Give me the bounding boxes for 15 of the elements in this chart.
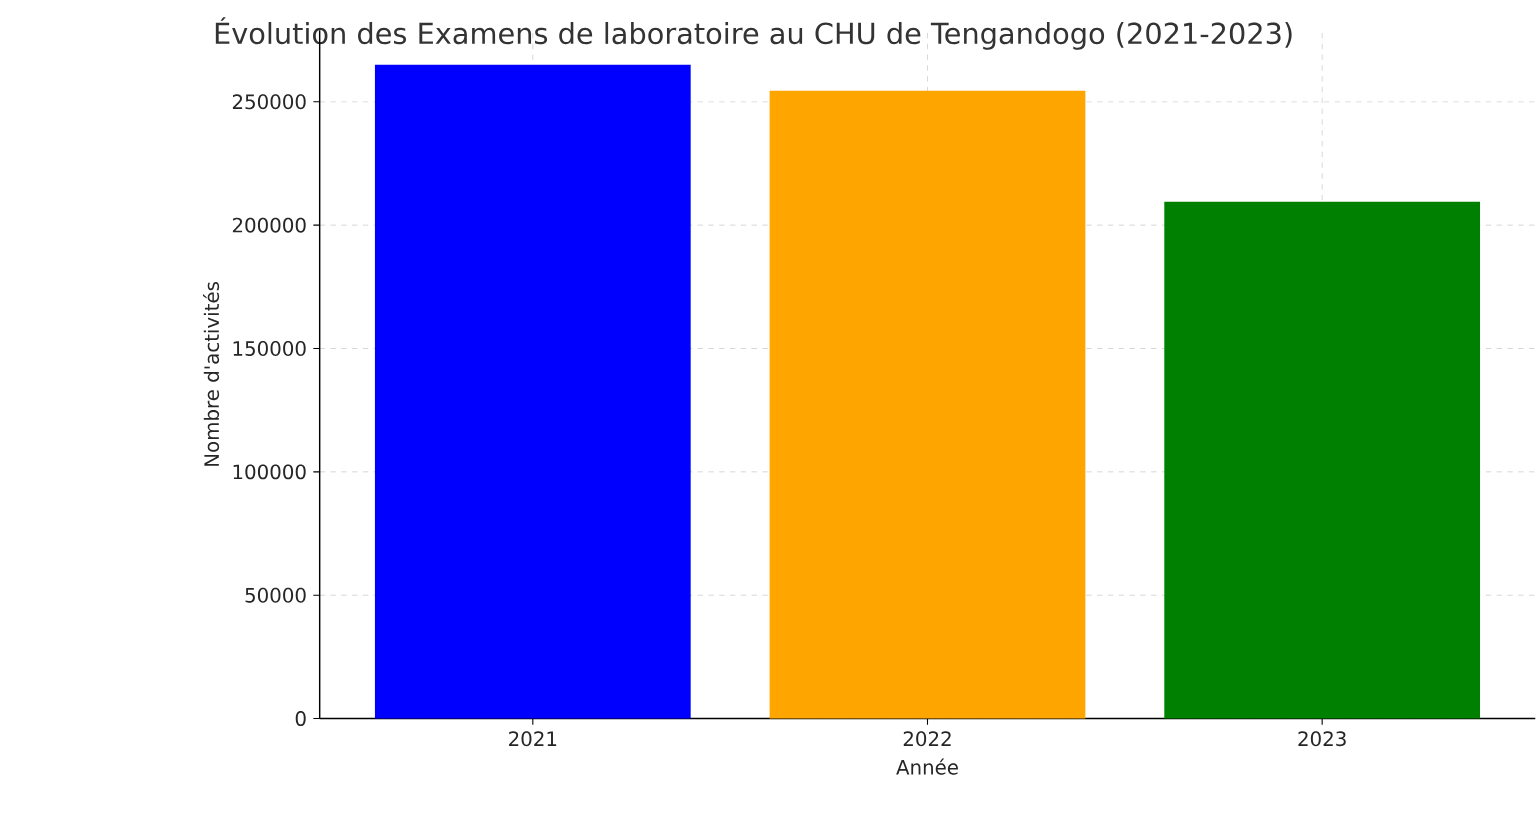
bar [1164, 201, 1481, 719]
y-tick-label: 150000 [233, 341, 306, 357]
y-axis-title: Nombre d'activités [202, 282, 220, 467]
y-tick-label: 100000 [233, 464, 306, 480]
bar [374, 64, 691, 719]
x-tick-label: 2021 [509, 731, 557, 747]
y-tick-label: 0 [295, 711, 306, 727]
x-tick-label: 2023 [1298, 731, 1346, 747]
x-tick-label: 2022 [903, 731, 951, 747]
y-tick-label: 200000 [232, 217, 306, 233]
bar [769, 90, 1086, 719]
x-axis-title: Année [896, 758, 958, 775]
chart-title: Évolution des Examens de laboratoire au CHU de Tengandogo (2021-2023) [215, 17, 1292, 51]
y-tick-label: 250000 [232, 94, 306, 110]
y-tick-label: 50000 [245, 587, 306, 603]
